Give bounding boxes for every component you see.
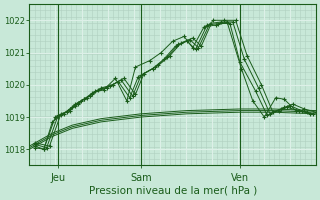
X-axis label: Pression niveau de la mer( hPa ): Pression niveau de la mer( hPa ) <box>89 186 257 196</box>
